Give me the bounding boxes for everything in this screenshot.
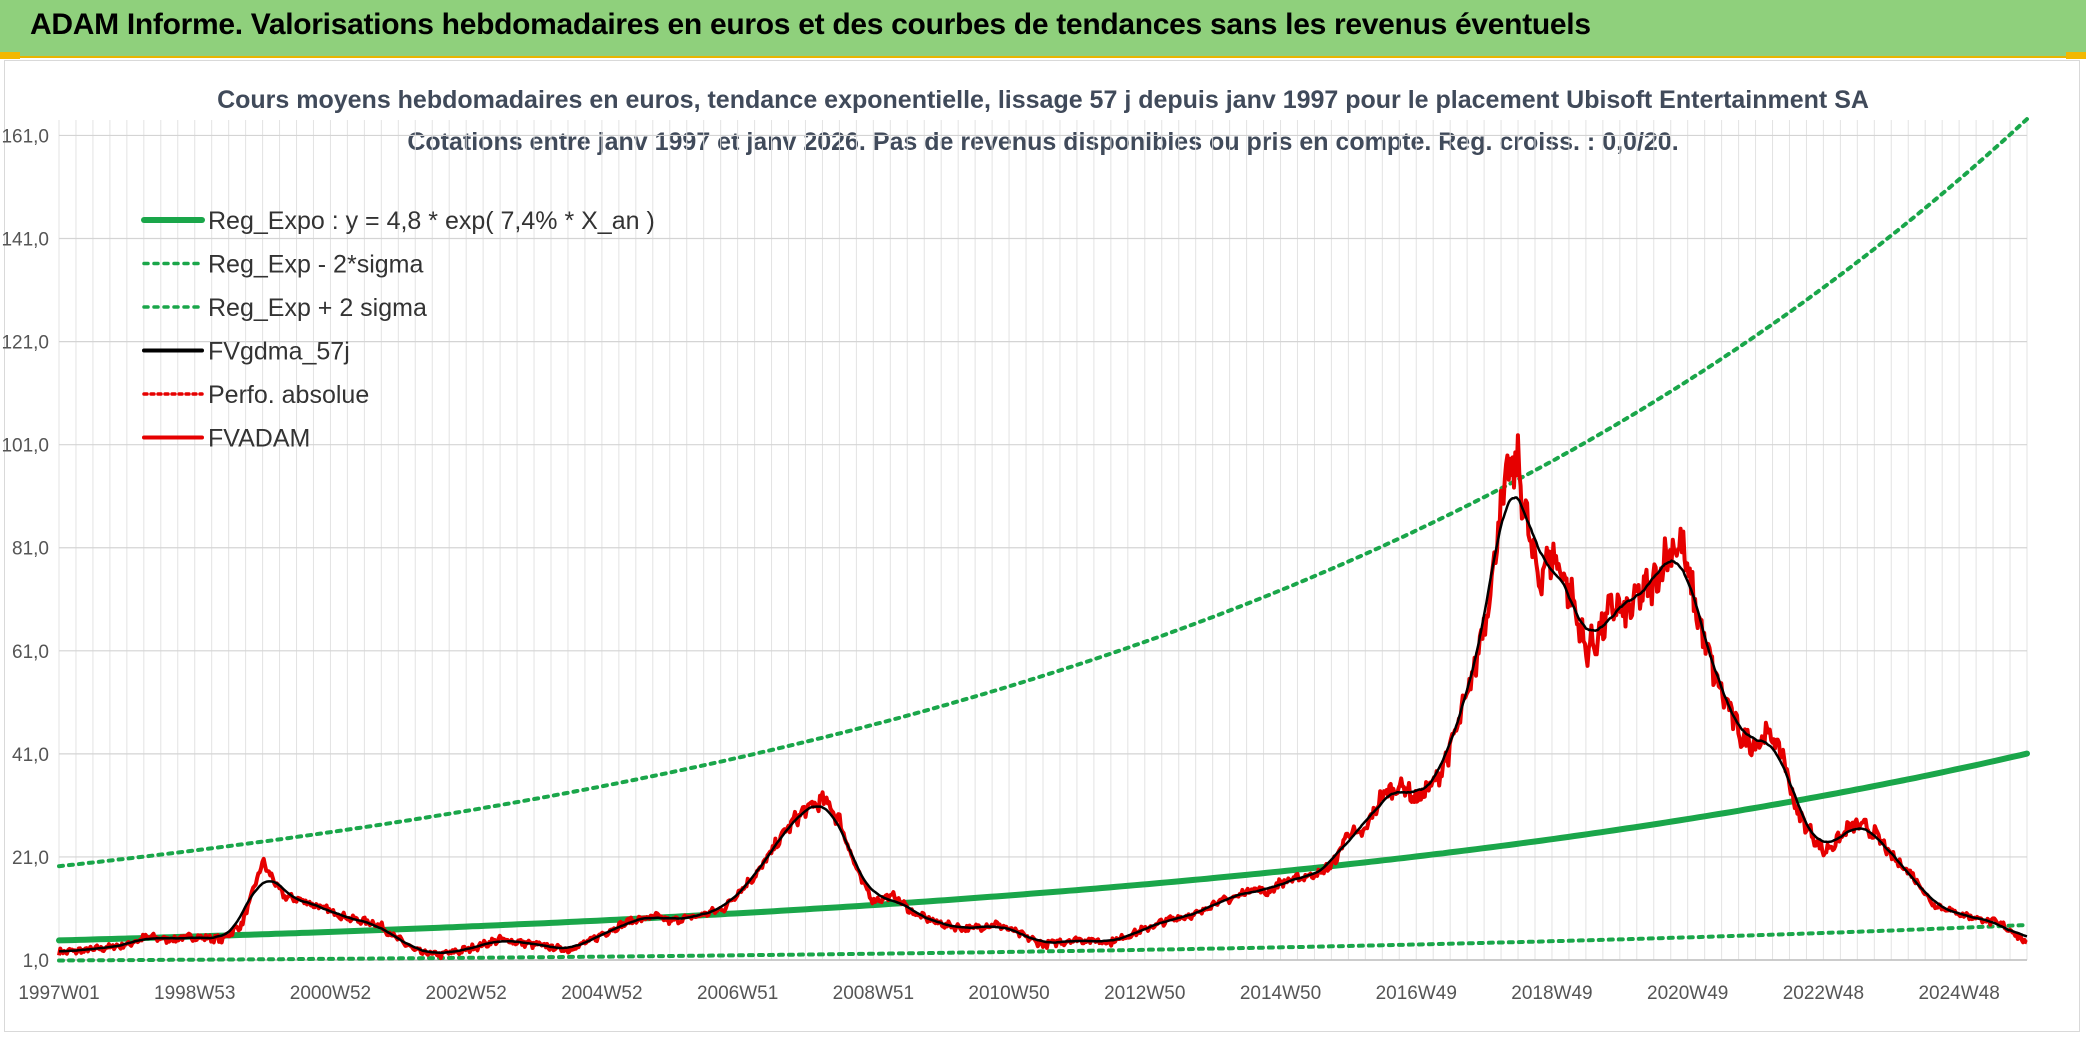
x-tick-label: 2012W50	[1104, 983, 1185, 1004]
upper-band-line	[57, 117, 2029, 869]
legend-label: Perfo. absolue	[208, 381, 369, 409]
x-tick-label: 2020W49	[1647, 983, 1728, 1004]
y-tick-label: 41,0	[12, 745, 49, 766]
fvgdma-57j-line	[58, 496, 2028, 955]
x-tick-label: 2022W48	[1783, 983, 1864, 1004]
legend-label: Reg_Exp + 2 sigma	[208, 294, 427, 322]
banner-corner-right	[2066, 52, 2086, 59]
legend-label: FVgdma_57j	[208, 338, 350, 366]
report-title: ADAM Informe. Valorisations hebdomadaire…	[30, 8, 1591, 41]
legend-label: FVADAM	[208, 425, 310, 453]
lower-band-line	[57, 923, 2029, 963]
report-banner: ADAM Informe. Valorisations hebdomadaire…	[0, 0, 2086, 58]
y-axis-ticks: 1,0 21,0 41,0 61,0 81,0 101,0 121,0 141,0 161,0	[1, 126, 49, 972]
x-tick-label: 2002W52	[426, 983, 507, 1004]
x-tick-label: 2008W51	[833, 983, 914, 1004]
x-tick-label: 2006W51	[697, 983, 778, 1004]
y-tick-label: 81,0	[12, 539, 49, 560]
x-tick-label: 2004W52	[561, 983, 642, 1004]
y-tick-label: 61,0	[12, 642, 49, 663]
grid-lines	[58, 120, 2028, 961]
y-tick-label: 1,0	[23, 951, 49, 972]
legend-label: Reg_Exp - 2*sigma	[208, 251, 423, 279]
x-tick-label: 2000W52	[290, 983, 371, 1004]
y-tick-label: 121,0	[1, 333, 49, 354]
x-tick-label: 2014W50	[1240, 983, 1321, 1004]
x-tick-label: 2016W49	[1376, 983, 1457, 1004]
x-tick-label: 2010W50	[968, 983, 1049, 1004]
banner-corner-left	[0, 52, 20, 59]
x-axis-ticks: 1997W01 1998W53 2000W52 2002W52 2004W52 2006W…	[18, 983, 1999, 1004]
chart-frame	[4, 60, 2080, 1032]
y-tick-label: 101,0	[1, 436, 49, 457]
series-layer	[56, 117, 2030, 963]
x-tick-label: 2024W48	[1918, 983, 1999, 1004]
x-tick-label: 2018W49	[1511, 983, 1592, 1004]
y-tick-label: 161,0	[1, 126, 49, 147]
legend-label: Reg_Expo : y = 4,8 * exp( 7,4% * X_an )	[208, 207, 655, 235]
y-tick-label: 21,0	[12, 848, 49, 869]
chart-title: Cours moyens hebdomadaires en euros, ten…	[217, 86, 1869, 114]
y-tick-label: 141,0	[1, 230, 49, 251]
x-tick-label: 1997W01	[18, 983, 99, 1004]
chart-legend: Reg_Expo : y = 4,8 * exp( 7,4% * X_an ) R…	[141, 207, 655, 453]
x-tick-label: 1998W53	[154, 983, 235, 1004]
regression-line	[56, 750, 2030, 944]
